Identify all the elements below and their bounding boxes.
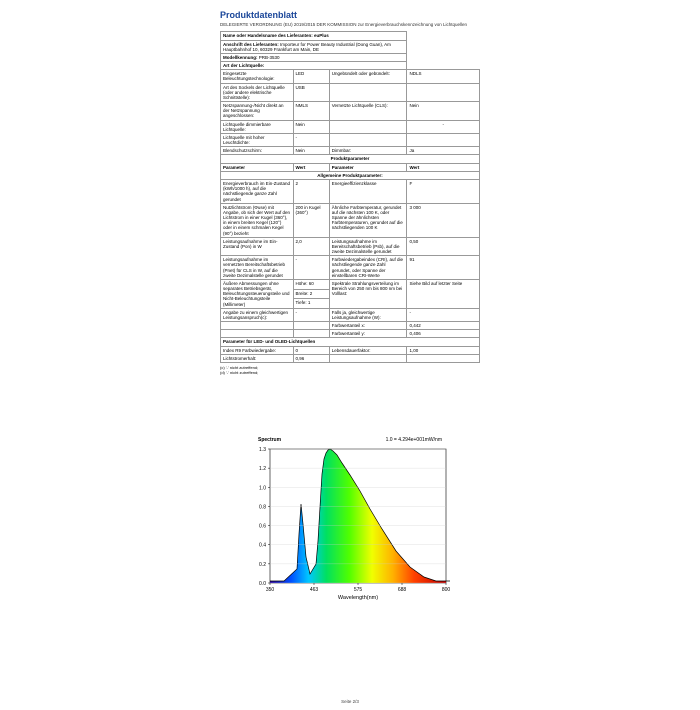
- power-sb-label: Leistungsaufnahme im Bereitschaftsbetrie…: [329, 237, 407, 256]
- mains-label: Netzspannung-/Nicht direkt an der Netzsp…: [221, 102, 294, 121]
- model: PRB-3530: [259, 55, 280, 60]
- led-oled-label: Parameter für LED- und OLED-Lichtquellen: [221, 338, 480, 346]
- hohe: -: [293, 133, 329, 146]
- general-label: Allgemeine Produktparameter:: [221, 171, 480, 179]
- svg-text:350: 350: [266, 587, 275, 593]
- directed: NDLS: [407, 70, 480, 83]
- flux: 200 in Kugel (360°): [293, 203, 329, 237]
- chrom-x-label: Farbwertanteil x:: [329, 322, 407, 330]
- svg-text:1.0: 1.0: [259, 485, 266, 491]
- connected: Nein: [407, 102, 480, 121]
- cri-label: Farbwiedergabeindex (CRI), auf die nächs…: [329, 256, 407, 280]
- power-on: 2,0: [293, 237, 329, 256]
- energy-use-label: Energieverbrauch im Ein-Zustand (kWh/100…: [221, 180, 294, 204]
- svg-text:463: 463: [310, 587, 319, 593]
- equiv: -: [293, 308, 329, 321]
- model-label: Modellkennung:: [223, 55, 258, 60]
- param-col1b: Parameter: [329, 163, 407, 171]
- h: 60: [309, 281, 314, 286]
- svg-text:Wavelength(nm): Wavelength(nm): [338, 595, 378, 601]
- doc-subtitle: DELEGIERTE VERORDNUNG (EU) 2019/2015 DER…: [220, 22, 480, 27]
- mains: NMLS: [293, 102, 329, 121]
- param-col1: Parameter: [221, 163, 294, 171]
- svg-text:1.3: 1.3: [259, 447, 266, 453]
- spd-label: Spektrale Strahlungsverteilung im Bereic…: [329, 279, 407, 308]
- datasheet: Produktdatenblatt DELEGIERTE VERORDNUNG …: [220, 10, 480, 375]
- footnote-b: (d) '-' nicht zutreffend;: [220, 370, 480, 375]
- dimmable-label: Lichtquelle dimmierbare Lichtquelle:: [221, 120, 294, 133]
- supplier-label: Name oder Handelsname des Lieferanten:: [223, 33, 313, 38]
- d-label: Tiefe:: [296, 300, 307, 305]
- chart-title-left: Spectrum: [258, 437, 281, 443]
- svg-text:575: 575: [354, 587, 363, 593]
- eek-label: Energieeffizienzklasse: [329, 180, 407, 204]
- cct-label: Ähnliche Farbtemperatur, gerundet auf di…: [329, 203, 407, 237]
- chrom-x: 0,442: [407, 322, 480, 330]
- svg-text:1.2: 1.2: [259, 466, 266, 472]
- prod-param-label: Produktparameter: [221, 155, 480, 163]
- dimm2: Ja: [407, 147, 480, 155]
- data-table: Name oder Handelsname des Lieferanten: e…: [220, 31, 480, 363]
- doc-title: Produktdatenblatt: [220, 10, 480, 20]
- power-net: -: [293, 256, 329, 280]
- llmf: 0,96: [293, 354, 329, 362]
- spectrum-chart: Spectrum 1.0 = 4.294e+001mW/nm 0.00.20.4…: [250, 435, 450, 612]
- tech-label: Eingesetzte Beleuchtungstechnologie:: [221, 70, 294, 83]
- param-col2a: Wert: [293, 163, 329, 171]
- connected-label: Vernetzte Lichtquelle (CLS):: [329, 102, 407, 121]
- svg-text:800: 800: [442, 587, 450, 593]
- svg-text:0.8: 0.8: [259, 504, 266, 510]
- w: 2: [310, 291, 313, 296]
- svg-text:0.6: 0.6: [259, 524, 266, 530]
- svg-text:0.2: 0.2: [259, 562, 266, 568]
- shield: Nein: [293, 147, 329, 155]
- footnotes: (c) '-' nicht zutreffend; (d) '-' nicht …: [220, 365, 480, 375]
- shield-label: Blendschutzschirm:: [221, 147, 294, 155]
- eek: F: [407, 180, 480, 204]
- svg-text:688: 688: [398, 587, 407, 593]
- flux-label: Nutzlichtstrom (Φuse) mit Angabe, ob sic…: [221, 203, 294, 237]
- d: 1: [308, 300, 311, 305]
- directed-label: Ungebündelt oder gebündelt:: [329, 70, 407, 83]
- chart-title-right: 1.0 = 4.294e+001mW/nm: [386, 437, 442, 443]
- svg-text:0.4: 0.4: [259, 543, 266, 549]
- tech: LED: [293, 70, 329, 83]
- spectrum-svg: 0.00.20.40.60.81.01.21.3350463575688800W…: [250, 435, 450, 610]
- dimm2-label: Dimmbar:: [329, 147, 407, 155]
- survival-label: Lebensdauerfaktor:: [329, 346, 407, 354]
- dims-label: Äußere Abmessungen ohne separates Betrie…: [221, 279, 294, 308]
- equiv-label: Angabe zu einem gleichwertigen Leistungs…: [221, 308, 294, 321]
- supplier-name: euPlus: [314, 33, 329, 38]
- r9: 0: [293, 346, 329, 354]
- param-col2b: Wert: [407, 163, 480, 171]
- chrom-y: 0,406: [407, 330, 480, 338]
- power-sb: 0,50: [407, 237, 480, 256]
- socket-label: Art des Sockels der Lichtquelle (oder an…: [221, 83, 294, 102]
- power-on-label: Leistungsaufnahme im Ein-Zustand (Pon) i…: [221, 237, 294, 256]
- dimmable: Nein: [293, 120, 329, 133]
- socket: USB: [293, 83, 329, 102]
- llmf-label: Lichtstromerhalt:: [221, 354, 294, 362]
- hohe-label: Lichtquelle mit hoher Leuchtdichte:: [221, 133, 294, 146]
- r9-label: Index R9 Farbwiedergabe:: [221, 346, 294, 354]
- art-label: Art der Lichtquelle:: [221, 62, 407, 70]
- energy-use: 2: [293, 180, 329, 204]
- h-label: Höhe:: [296, 281, 308, 286]
- w-label: Breite:: [296, 291, 309, 296]
- equiv-p: -: [407, 308, 480, 321]
- cri: 91: [407, 256, 480, 280]
- power-net-label: Leistungsaufnahme im vernetzten Bereitsc…: [221, 256, 294, 280]
- chrom-y-label: Farbwertanteil y:: [329, 330, 407, 338]
- cct: 3 000: [407, 203, 480, 237]
- spd: Siehe Bild auf letzter Seite: [407, 279, 480, 308]
- survival: 1,00: [407, 346, 480, 354]
- equiv-p-label: Falls ja, gleichwertige Leistungsaufnahm…: [329, 308, 407, 321]
